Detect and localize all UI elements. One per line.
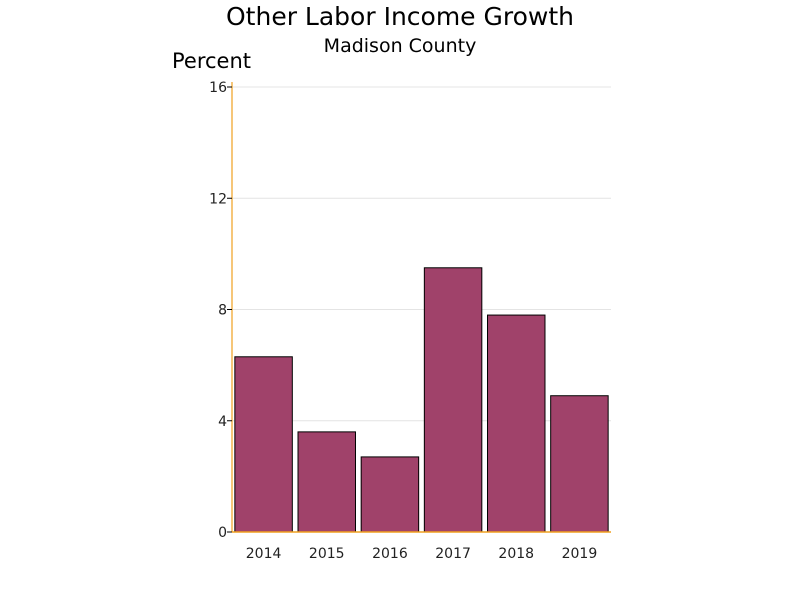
bar-2015 [297, 431, 356, 533]
x-tick-label: 2017 [435, 546, 471, 562]
bars [234, 267, 609, 533]
y-tick-label: 16 [209, 80, 227, 96]
y-tick-label: 4 [218, 414, 227, 430]
chart-title: Other Labor Income Growth [226, 2, 574, 31]
x-tick-labels: 2014 2015 2016 2017 2018 2019 [246, 546, 597, 562]
y-tick-labels: 0 4 8 12 16 [209, 80, 232, 541]
bar-2014 [234, 356, 293, 533]
x-tick-label: 2014 [246, 546, 282, 562]
y-tick-label: 0 [218, 525, 227, 541]
x-tick-label: 2019 [562, 546, 598, 562]
gridlines [232, 86, 611, 422]
axes [231, 82, 611, 533]
y-tick-label: 8 [218, 303, 227, 319]
x-tick-label: 2015 [309, 546, 345, 562]
bar-2016 [360, 456, 420, 533]
bar-2017 [423, 267, 483, 533]
chart-subtitle: Madison County [324, 35, 477, 57]
y-axis-label: Percent [172, 49, 251, 73]
y-tick-label: 12 [209, 191, 227, 207]
x-tick-label: 2018 [498, 546, 534, 562]
x-tick-label: 2016 [372, 546, 408, 562]
bar-2018 [487, 314, 546, 533]
bar-2019 [550, 395, 609, 533]
